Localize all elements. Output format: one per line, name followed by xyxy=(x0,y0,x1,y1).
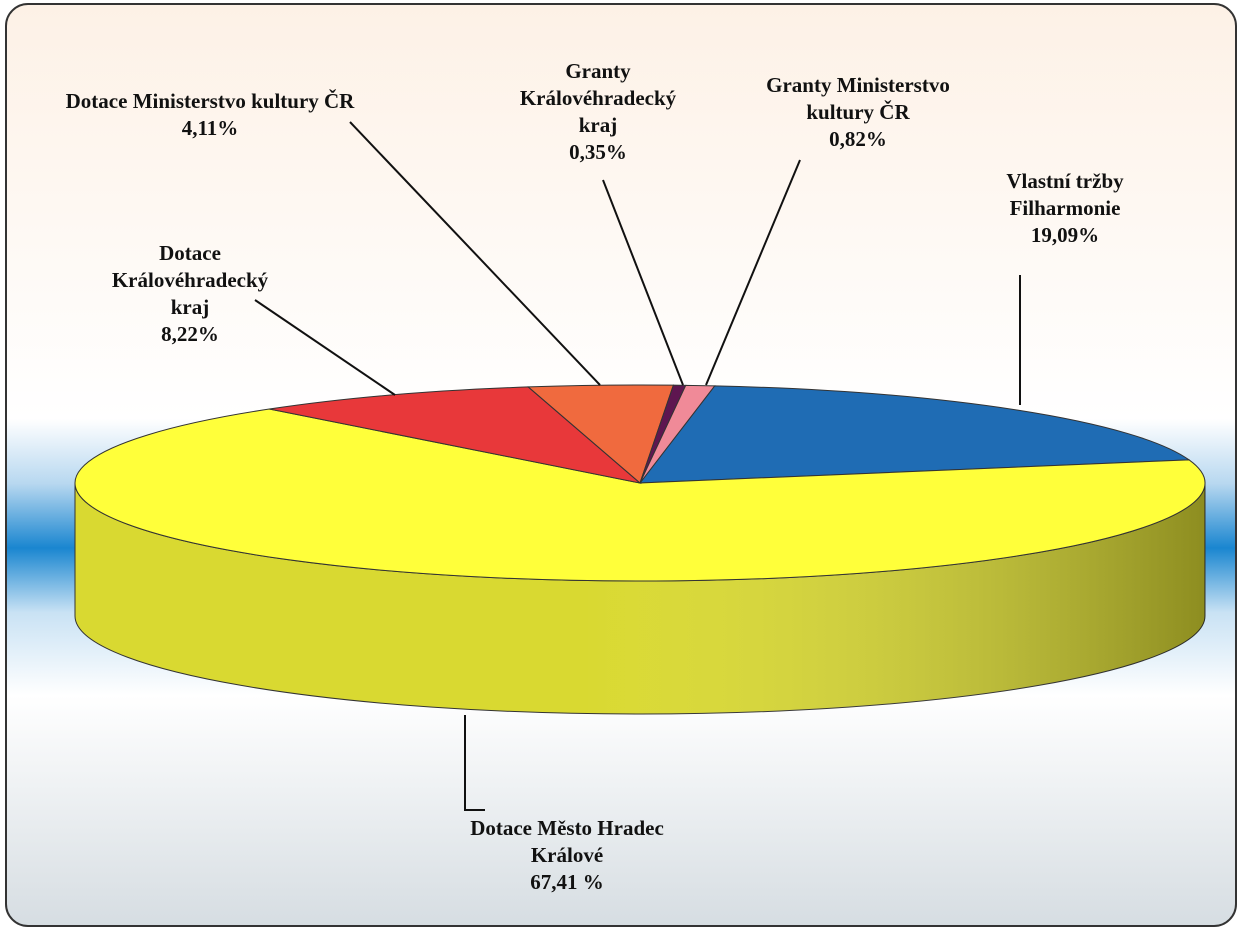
value-label: 8,22% xyxy=(161,322,219,346)
category-label: Dotace Královéhradecký kraj xyxy=(111,241,269,319)
value-label: 0,35% xyxy=(569,140,627,164)
leader-line xyxy=(349,121,601,386)
side-shade xyxy=(75,483,1205,714)
slice xyxy=(269,386,642,484)
slice xyxy=(74,408,1206,582)
slice-label: Dotace Královéhradecký kraj 8,22% xyxy=(90,240,290,348)
value-label: 67,41 % xyxy=(530,870,604,894)
leader-line xyxy=(602,179,684,386)
value-label: 0,82% xyxy=(829,127,887,151)
category-label: Granty Královéhradecký kraj xyxy=(519,59,677,137)
category-label: Vlastní tržby Filharmonie xyxy=(1006,169,1124,220)
slice xyxy=(638,385,1191,484)
slice-label: Dotace Město Hradec Králové 67,41 % xyxy=(467,815,667,896)
slice-label: Granty Královéhradecký kraj 0,35% xyxy=(513,58,683,166)
category-label: Dotace Město Hradec Králové xyxy=(470,816,664,867)
slice xyxy=(639,384,716,484)
leader-line xyxy=(464,715,485,811)
value-label: 19,09% xyxy=(1030,223,1100,247)
leader-line xyxy=(254,299,396,396)
leader-line xyxy=(705,159,801,386)
category-label: Dotace Ministerstvo kultury ČR xyxy=(65,89,355,113)
slice-label: Granty Ministerstvo kultury ČR 0,82% xyxy=(733,72,983,153)
value-label: 4,11% xyxy=(181,116,239,140)
slice-label: Vlastní tržby Filharmonie 19,09% xyxy=(978,168,1153,249)
category-label: Granty Ministerstvo kultury ČR xyxy=(766,73,950,124)
slice-label: Dotace Ministerstvo kultury ČR 4,11% xyxy=(35,88,385,142)
